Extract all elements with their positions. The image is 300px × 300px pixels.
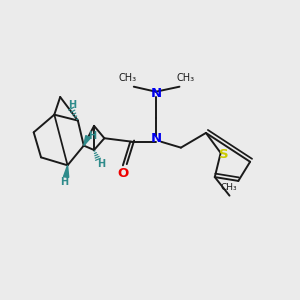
Text: CH₃: CH₃ (176, 73, 194, 83)
Text: CH₃: CH₃ (220, 183, 237, 192)
Text: CH₃: CH₃ (118, 73, 136, 83)
Text: H: H (88, 130, 96, 141)
Polygon shape (64, 165, 69, 177)
Text: H: H (68, 100, 76, 110)
Text: O: O (118, 167, 129, 180)
Text: N: N (150, 132, 161, 145)
Polygon shape (84, 136, 91, 146)
Text: H: H (61, 176, 69, 187)
Text: S: S (219, 148, 229, 161)
Text: H: H (98, 159, 106, 169)
Text: N: N (151, 87, 162, 100)
